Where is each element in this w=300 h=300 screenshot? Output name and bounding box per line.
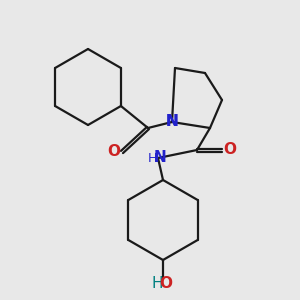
Text: H: H [151, 277, 163, 292]
Text: O: O [107, 145, 121, 160]
Text: O: O [224, 142, 236, 158]
Text: O: O [160, 277, 172, 292]
Text: N: N [166, 115, 178, 130]
Text: N: N [154, 151, 166, 166]
Text: H: H [147, 152, 157, 164]
Text: N: N [166, 115, 178, 130]
